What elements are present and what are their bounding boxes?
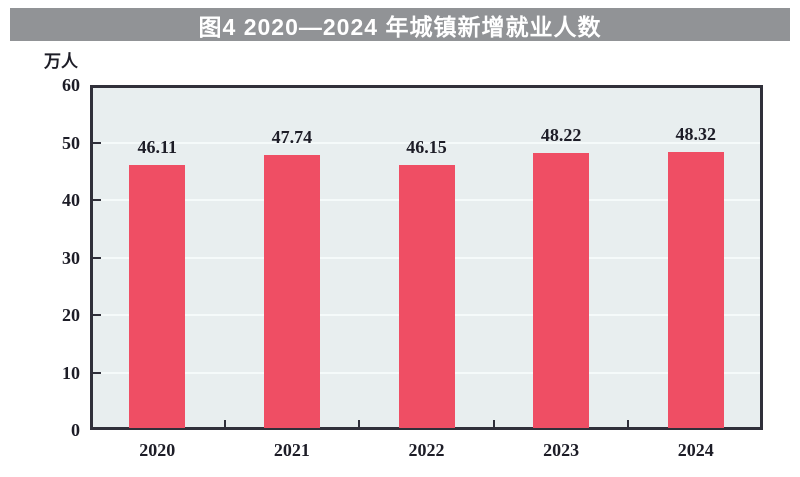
y-axis-tick-40 (93, 199, 101, 201)
bar-value-label-2024: 48.32 (675, 124, 716, 145)
bar-value-label-2022: 46.15 (406, 136, 447, 157)
y-tick-label-50: 50 (62, 132, 80, 153)
x-tick-label-2022: 2022 (408, 440, 445, 460)
bar-value-label-2021: 47.74 (271, 127, 313, 148)
x-tick-label-2024: 2024 (677, 440, 714, 460)
x-tick-label-2021: 2021 (273, 440, 310, 460)
x-tick-label-2020: 2020 (139, 440, 176, 460)
y-tick-label-30: 30 (62, 247, 80, 268)
bar-2020 (129, 164, 186, 428)
gridline-50 (93, 141, 760, 144)
y-axis-tick-50 (93, 141, 101, 144)
figure-title-banner: 图4 2020—2024 年城镇新增就业人数 (10, 8, 790, 41)
y-axis-tick-30 (93, 256, 101, 259)
figure-title: 图4 2020—2024 年城镇新增就业人数 (198, 13, 602, 40)
bar-value-label-2020: 46.11 (137, 136, 178, 157)
x-axis-tick-4 (627, 420, 630, 427)
bar-value-label-2023: 48.22 (540, 124, 582, 145)
y-tick-label-0: 0 (71, 420, 80, 440)
y-tick-label-60: 60 (62, 75, 80, 95)
y-tick-label-40: 40 (62, 190, 80, 210)
bar-2023 (533, 152, 590, 428)
x-axis-tick-3 (492, 420, 495, 427)
x-axis-tick-2 (358, 420, 361, 427)
y-tick-label-10: 10 (62, 362, 80, 383)
y-axis-tick-20 (93, 314, 101, 316)
y-axis-tick-10 (93, 371, 101, 374)
x-axis-tick-1 (223, 420, 226, 427)
x-tick-label-2023: 2023 (543, 440, 580, 460)
bar-2024 (667, 152, 724, 428)
y-axis-unit-label: 万人 (44, 52, 78, 71)
y-tick-label-20: 20 (62, 305, 80, 325)
bar-2022 (398, 164, 455, 428)
bar-2021 (263, 155, 320, 428)
